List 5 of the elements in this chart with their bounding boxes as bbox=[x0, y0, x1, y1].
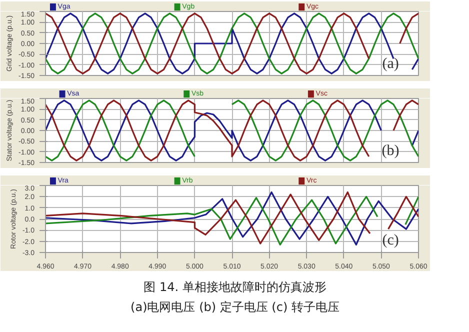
annotation: (a) bbox=[382, 56, 399, 72]
annotation: (b) bbox=[382, 142, 400, 159]
text: 图 14. 单相接地故障时的仿真波形 bbox=[142, 279, 328, 296]
annotation: (c) bbox=[382, 232, 399, 248]
text: (a)电网电压 (b) 定子电压 (c) 转子电压 bbox=[130, 299, 340, 316]
